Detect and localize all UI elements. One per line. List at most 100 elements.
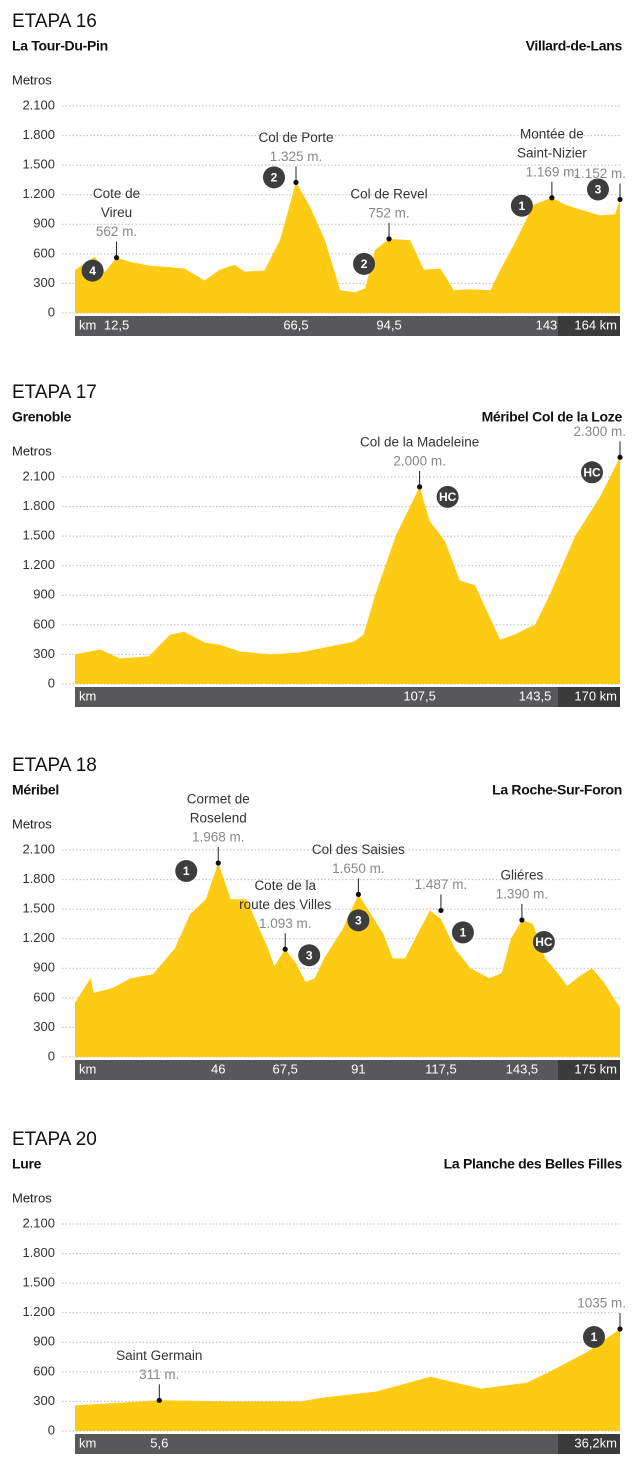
category-badge — [436, 485, 459, 508]
stage-title: ETAPA 18 — [12, 755, 97, 776]
x-tick-label: 5,6 — [150, 1435, 168, 1450]
category-label: 2 — [271, 171, 278, 185]
category-badge — [510, 194, 533, 217]
peak-altitude: 2.300 m. — [573, 424, 626, 439]
peak-name: Roselend — [190, 811, 247, 826]
km-end-box — [558, 316, 620, 336]
category-badge — [587, 178, 609, 201]
peak-marker — [156, 1397, 162, 1403]
stage-chart: ETAPA 16 La Tour-Du-Pin Villard-de-Lans Met… — [12, 11, 626, 336]
y-tick-label: 1.800 — [22, 871, 55, 886]
y-tick-label: 1.500 — [22, 1275, 55, 1290]
peak-marker — [386, 236, 392, 242]
stage-chart: ETAPA 17 Grenoble Méribel Col de la Loze Me… — [12, 382, 626, 707]
y-tick-label: 0 — [48, 1422, 55, 1437]
x-axis-label: km — [79, 1435, 96, 1450]
y-axis-label: Metros — [12, 1190, 52, 1205]
y-tick-label: 1.200 — [22, 557, 55, 572]
category-label: HC — [439, 490, 457, 504]
x-tick-label: 66,5 — [283, 317, 308, 332]
category-label: 3 — [306, 948, 313, 962]
start-town: Grenoble — [12, 409, 72, 425]
x-tick-label: 107,5 — [403, 688, 436, 703]
peak-name: Cote de la — [254, 878, 316, 893]
y-tick-label: 0 — [48, 675, 55, 690]
peak-name: Col des Saisies — [312, 842, 405, 857]
peak-name: Col de la Madeleine — [360, 434, 479, 449]
category-badge — [175, 860, 198, 883]
y-tick-label: 2.100 — [22, 1215, 55, 1230]
y-tick-label: 1.200 — [22, 930, 55, 945]
y-tick-label: 2.100 — [22, 468, 55, 483]
peak-name: Col de Revel — [350, 186, 427, 201]
stage-title: ETAPA 20 — [12, 1129, 97, 1150]
category-label: HC — [535, 935, 553, 949]
category-label: 3 — [595, 183, 602, 197]
elevation-area — [75, 182, 620, 313]
x-axis-label: km — [79, 688, 96, 703]
stage-title: ETAPA 17 — [12, 382, 97, 403]
category-badge — [81, 259, 104, 282]
peak-altitude: 1.169 m. — [526, 164, 579, 179]
y-axis-label: Metros — [12, 72, 52, 87]
category-badge — [451, 921, 474, 944]
x-tick-label: 170 km — [574, 688, 617, 703]
start-town: La Tour-Du-Pin — [12, 38, 108, 54]
y-tick-label: 0 — [48, 1048, 55, 1063]
peak-name: Montée de — [520, 126, 584, 141]
peak-marker — [617, 196, 623, 203]
peak-marker — [282, 946, 288, 952]
y-tick-label: 1.200 — [22, 186, 55, 201]
peak-name: Gliéres — [501, 868, 544, 883]
peak-name: Cormet de — [187, 792, 250, 807]
x-tick-label: 94,5 — [376, 317, 401, 332]
category-label: 3 — [355, 914, 362, 928]
km-bar — [75, 316, 620, 336]
x-tick-label: 46 — [211, 1061, 225, 1076]
y-tick-label: 300 — [33, 1393, 55, 1408]
y-tick-label: 1.800 — [22, 1245, 55, 1260]
elevation-area — [75, 457, 620, 684]
y-axis-label: Metros — [12, 443, 52, 458]
category-label: 1 — [460, 926, 467, 940]
y-tick-label: 900 — [33, 960, 55, 975]
y-tick-label: 300 — [33, 275, 55, 290]
y-tick-label: 900 — [33, 216, 55, 231]
category-label: 1 — [183, 864, 190, 878]
x-tick-label: 36,2km — [574, 1435, 617, 1450]
km-end-box — [558, 1434, 620, 1454]
x-axis-label: km — [79, 317, 96, 332]
y-tick-label: 600 — [33, 1363, 55, 1378]
y-tick-label: 300 — [33, 1019, 55, 1034]
elevation-area — [75, 863, 620, 1057]
peak-altitude: 562 m. — [96, 224, 137, 239]
category-label: 2 — [361, 257, 368, 271]
x-tick-label: 12,5 — [104, 317, 129, 332]
peak-marker — [519, 917, 525, 923]
category-badge — [262, 166, 285, 189]
peak-marker — [417, 484, 423, 490]
x-axis-label: km — [79, 1061, 96, 1076]
km-bar — [75, 1434, 620, 1454]
x-tick-label: 175 km — [574, 1061, 617, 1076]
y-tick-label: 1.800 — [22, 127, 55, 142]
stage-title: ETAPA 16 — [12, 11, 97, 32]
peak-marker — [355, 891, 361, 897]
peak-altitude: 1.390 m. — [496, 887, 549, 902]
peak-marker — [113, 255, 120, 261]
finish-town: La Planche des Belles Filles — [444, 1156, 623, 1172]
y-tick-label: 900 — [33, 587, 55, 602]
finish-town: La Roche-Sur-Foron — [492, 782, 622, 798]
y-tick-label: 600 — [33, 245, 55, 260]
peak-marker — [617, 1326, 623, 1332]
peak-marker — [293, 179, 299, 185]
y-tick-label: 300 — [33, 646, 55, 661]
x-tick-label: 117,5 — [425, 1061, 457, 1076]
peak-altitude: 1.093 m. — [259, 916, 312, 931]
peak-altitude: 311 m. — [139, 1367, 179, 1382]
stage-chart: ETAPA 20 Lure La Planche des Belles Filles… — [12, 1129, 626, 1454]
peak-name: Saint Germain — [116, 1348, 202, 1363]
y-tick-label: 1.500 — [22, 528, 55, 543]
y-axis-label: Metros — [12, 816, 52, 831]
